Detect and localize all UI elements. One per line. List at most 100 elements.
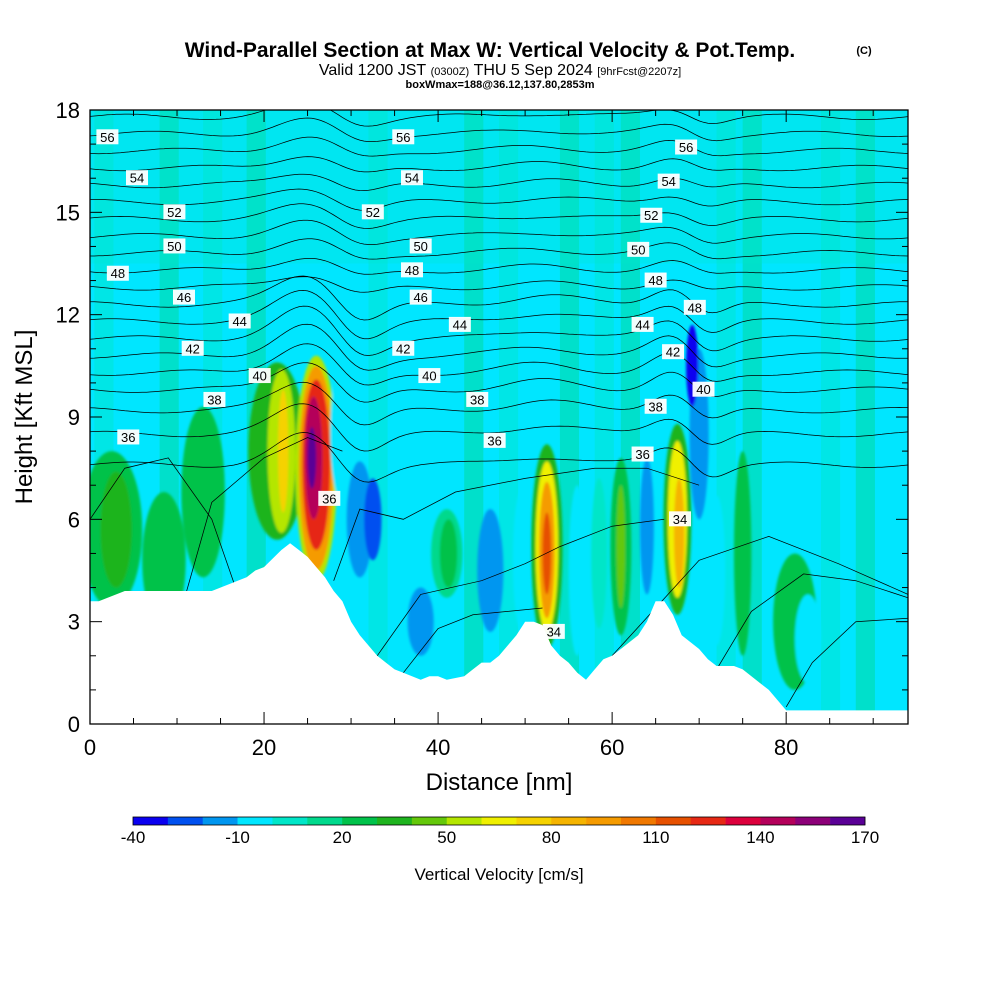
isentrope-label: 44: [228, 313, 251, 329]
colorbar: -40 -10 20 50 80 110 140 170: [121, 816, 879, 847]
isentrope-label-bg: [644, 398, 667, 414]
isentrope-line: [90, 275, 908, 321]
colorbar-tick-label: 110: [642, 828, 669, 847]
isentrope-label-bg: [631, 316, 654, 332]
isentrope-label-text: 54: [405, 171, 419, 186]
isentropes: [90, 110, 908, 708]
colorbar-title: Vertical Velocity [cm/s]: [414, 865, 583, 884]
isentrope-label-text: 52: [366, 205, 380, 220]
isentrope-label: 42: [662, 344, 685, 360]
isentrope-line: [90, 136, 908, 157]
colorbar-tick-label: 140: [746, 828, 774, 847]
isentrope-line: [90, 173, 908, 191]
isentrope-label-bg: [400, 262, 423, 278]
isentrope-label: 42: [392, 340, 415, 356]
isentrope-label-bg: [125, 170, 148, 186]
velocity-cell: [277, 389, 289, 513]
isentrope-label-bg: [318, 490, 341, 506]
isentrope-line: [90, 323, 908, 371]
isentrope-label-bg: [361, 204, 384, 220]
isentrope-label-text: 38: [648, 399, 662, 414]
isentrope-label-text: 44: [453, 317, 467, 332]
isentrope-label-text: 48: [111, 266, 125, 281]
y-axis-label: Height [Kft MSL]: [11, 330, 38, 505]
isentrope-label-bg: [466, 391, 489, 407]
isentrope-line: [90, 457, 239, 595]
isentrope-label-bg: [669, 511, 692, 527]
isentrope-line: [90, 276, 908, 293]
isentrope-label: 40: [248, 368, 271, 384]
isentrope-label-text: 36: [635, 447, 649, 462]
plot-area: 56 54 52 50 48 46 44 42 40 38 36 56 54 52 50 48 46 44 42 40…: [90, 110, 908, 724]
colorbar-tick-label: 170: [851, 828, 879, 847]
isentrope-label-bg: [172, 289, 195, 305]
isentrope-label-bg: [400, 170, 423, 186]
isentrope-label-text: 44: [232, 314, 246, 329]
velocity-cell: [346, 461, 373, 578]
velocity-cell: [364, 478, 382, 561]
isentrope-label: 38: [203, 391, 226, 407]
isentrope-label: 50: [409, 238, 432, 254]
subtitle-utc: (0300Z): [431, 66, 470, 78]
isentrope-line: [90, 156, 908, 173]
isentrope-label-text: 34: [547, 624, 561, 639]
isentrope-label-text: 56: [679, 140, 693, 155]
y-tick-label: 0: [68, 712, 80, 737]
isentrope-label-text: 40: [252, 369, 266, 384]
isentrope-label-text: 42: [666, 345, 680, 360]
isentrope-label-bg: [627, 241, 650, 257]
isentrope-line: [90, 432, 908, 483]
background-streak: [855, 110, 875, 724]
isentrope-label: 34: [669, 511, 692, 527]
colorbar-tick-label: 50: [437, 828, 456, 847]
x-tick-label: 80: [774, 735, 798, 760]
isentrope-label: 46: [172, 289, 195, 305]
velocity-cell: [181, 406, 225, 578]
x-axis: 0 20 40 60 80: [84, 110, 874, 760]
isentrope-label-bg: [675, 139, 698, 155]
colorbar-tick-label: 80: [542, 828, 561, 847]
isentrope-label-bg: [409, 238, 432, 254]
colorbar-tick-label: -40: [121, 828, 146, 847]
colorbar-swatch: [621, 817, 657, 825]
isentrope-label-bg: [409, 289, 432, 305]
isentrope-label-text: 46: [177, 290, 191, 305]
chart-subtitle-2: boxWmax=188@36.12,137.80,2853m: [406, 79, 595, 91]
colorbar-swatch: [342, 817, 378, 825]
isentrope-line: [90, 258, 908, 275]
chart-subtitle: Valid 1200 JST (0300Z) THU 5 Sep 2024 [9…: [319, 62, 681, 79]
colorbar-swatch: [830, 817, 866, 825]
isentrope-labels: 56 54 52 50 48 46 44 42 40 38 36 56 54 52 50 48 46 44 42 40…: [96, 129, 715, 639]
chart-title-sup: (C): [856, 45, 872, 57]
isentrope-label-bg: [248, 368, 271, 384]
isentrope-label: 56: [392, 129, 415, 145]
isentrope-line: [376, 518, 665, 657]
velocity-cell: [542, 512, 552, 595]
isentrope-label-bg: [448, 316, 471, 332]
isentrope-line: [90, 219, 908, 245]
isentrope-label-bg: [181, 340, 204, 356]
y-tick-label: 15: [56, 200, 80, 225]
isentrope-label-bg: [640, 207, 663, 223]
isentrope-label-text: 56: [100, 130, 114, 145]
isentrope-label: 52: [163, 204, 186, 220]
isentrope-line: [90, 362, 908, 403]
isentrope-line: [90, 117, 908, 142]
isentrope-label-text: 54: [130, 171, 144, 186]
velocity-cell: [880, 580, 902, 663]
isentrope-label-bg: [203, 391, 226, 407]
isentrope-line: [785, 617, 908, 708]
isentrope-line: [90, 203, 908, 229]
y-tick-label: 12: [56, 303, 80, 328]
isentrope-line: [333, 467, 700, 581]
isentrope-label-text: 38: [207, 392, 221, 407]
isentrope-label: 54: [400, 170, 423, 186]
isentrope-label: 42: [181, 340, 204, 356]
colorbar-swatch: [551, 817, 587, 825]
isentrope-line: [90, 110, 908, 127]
velocity-cell: [591, 478, 607, 629]
isentrope-label: 48: [106, 265, 129, 281]
background-upper-band: [90, 110, 908, 264]
isentrope-line: [716, 573, 908, 670]
